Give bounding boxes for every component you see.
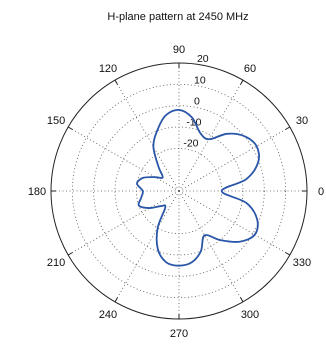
angle-label-270: 270: [170, 328, 188, 340]
angle-label-180: 180: [28, 186, 46, 198]
angle-tick-210: [67, 252, 73, 256]
grid-spoke-120: [114, 79, 180, 192]
polar-grid: [50, 62, 308, 320]
grid-ring-0: [93, 105, 265, 277]
angle-label-30: 30: [296, 115, 308, 127]
angle-label-120: 120: [99, 63, 117, 75]
radius-label-10: 10: [194, 74, 206, 86]
angle-label-330: 330: [293, 257, 311, 269]
radius-label--10: -10: [186, 117, 201, 129]
angle-label-0: 0: [318, 186, 324, 198]
radius-label-20: 20: [197, 53, 209, 65]
angle-tick-labels: 0 30 60 90 120 150 180 210 240 270 300 330: [28, 44, 324, 340]
grid-ring-10: [71, 83, 287, 299]
angle-tick-300: [240, 297, 244, 303]
angle-tick-150: [67, 126, 73, 130]
angle-tick-330: [285, 252, 291, 256]
angle-label-60: 60: [244, 63, 256, 75]
grid-spoke-210: [67, 190, 180, 256]
grid-ring--20: [135, 147, 223, 235]
angle-label-150: 150: [47, 115, 65, 127]
angle-label-240: 240: [99, 309, 117, 321]
angle-tick-30: [285, 126, 291, 130]
grid-spoke-60: [178, 79, 244, 192]
angle-tick-120: [114, 79, 118, 85]
chart-title: H-plane pattern at 2450 MHz: [107, 11, 248, 23]
angle-label-300: 300: [241, 309, 259, 321]
angle-tick-240: [114, 297, 118, 303]
angle-label-210: 210: [47, 257, 65, 269]
grid-ring--10: [114, 126, 244, 256]
angle-tick-60: [240, 79, 244, 85]
series-line-0: [136, 109, 260, 267]
grid-spoke-330: [178, 190, 291, 256]
pattern-series: [136, 109, 260, 267]
grid-spoke-150: [67, 126, 180, 192]
radius-label-0: 0: [194, 95, 200, 107]
radius-label--20: -20: [183, 138, 198, 150]
angle-label-90: 90: [173, 44, 185, 56]
radius-tick-labels: -20 -10 0 10 20: [183, 53, 208, 150]
